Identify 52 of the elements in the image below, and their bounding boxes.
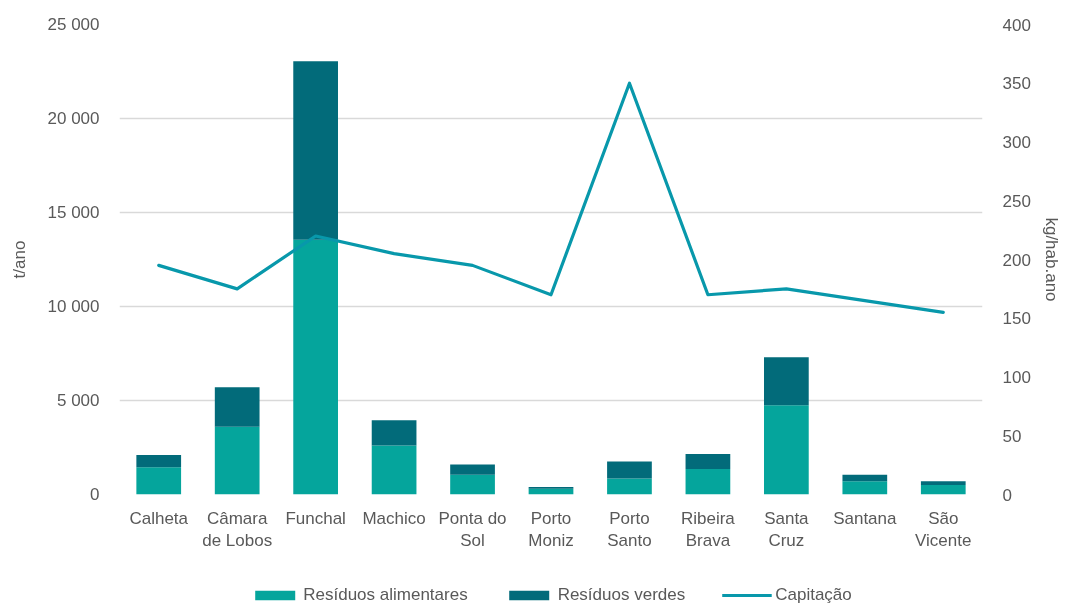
legend-label: Capitação [775, 585, 852, 605]
bar [293, 239, 338, 495]
x-tick-label: Santa Cruz [764, 508, 810, 551]
bar [214, 387, 260, 427]
bar [450, 464, 495, 475]
y-tick-label: 10 000 [47, 297, 100, 316]
bar [371, 420, 417, 446]
x-tick-label: Calheta [129, 508, 189, 528]
bar [450, 474, 495, 495]
bar [607, 461, 652, 479]
bar [136, 455, 182, 468]
bar [371, 445, 417, 495]
y2-tick-label: 150 [1002, 309, 1031, 329]
bar [920, 481, 966, 486]
bar [764, 357, 809, 406]
bar [293, 61, 338, 240]
y-tick-label: 15 000 [47, 203, 100, 222]
y2-tick-label: 250 [1002, 191, 1031, 211]
bar [214, 426, 260, 495]
x-tick-label: Ponta do Sol [438, 508, 507, 551]
x-tick-label: Porto Santo [607, 508, 652, 551]
y2-tick-label: 300 [1002, 133, 1031, 152]
bar [764, 405, 809, 495]
bar [842, 474, 888, 482]
legend-label: Resíduos verdes [557, 585, 686, 605]
y-tick-label: 0 [90, 485, 100, 504]
bar [842, 481, 888, 495]
x-tick-label: Porto Moniz [528, 508, 574, 551]
x-tick-label: São Vicente [915, 508, 972, 551]
y2-tick-label: 200 [1002, 250, 1031, 270]
x-tick-label: Machico [362, 508, 426, 528]
bar [136, 467, 182, 495]
legend-label: Resíduos alimentares [303, 585, 468, 605]
y2-tick-label: 50 [1002, 426, 1022, 446]
line-series [157, 81, 945, 314]
y2-tick-label: 350 [1002, 74, 1031, 94]
y-axis-title: t/ano [9, 240, 29, 279]
x-tick-label: Ribeira Brava [680, 508, 736, 551]
bar [920, 485, 966, 495]
y2-tick-label: 100 [1002, 368, 1031, 387]
y2-axis-title: kg/hab.ano [1041, 217, 1061, 302]
bar [607, 478, 652, 495]
y-tick-label: 5 000 [56, 391, 100, 410]
x-tick-label: Santana [833, 508, 898, 528]
y2-tick-label: 400 [1002, 15, 1031, 35]
x-tick-label: Funchal [285, 508, 346, 528]
y-tick-label: 25 000 [47, 15, 100, 34]
y2-tick-label: 0 [1002, 485, 1012, 505]
x-tick-label: Câmara de Lobos [202, 508, 273, 551]
y-tick-label: 20 000 [47, 109, 100, 128]
bar [685, 454, 731, 470]
bar [685, 469, 731, 495]
